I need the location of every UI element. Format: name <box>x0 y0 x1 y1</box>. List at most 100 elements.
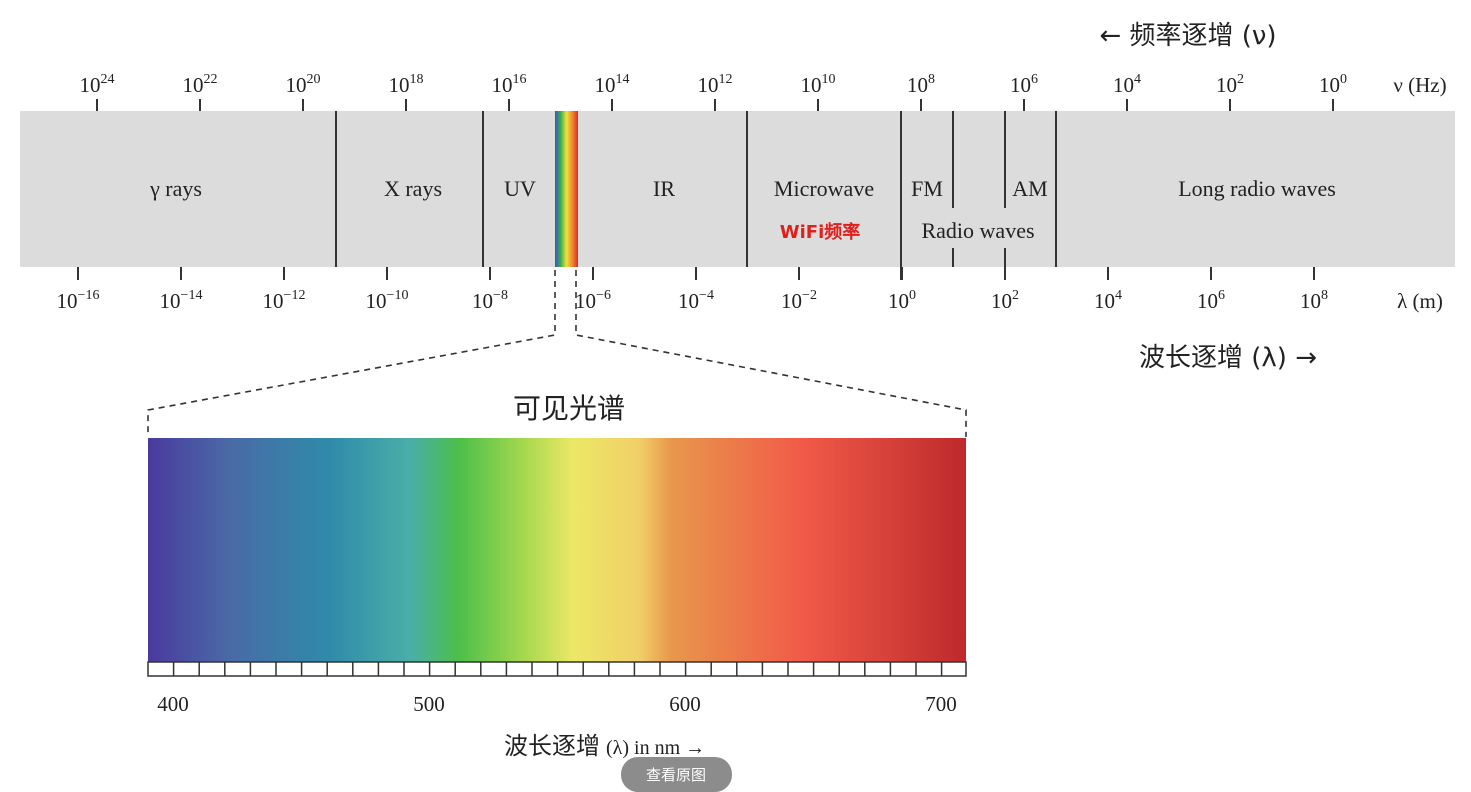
tick-base: 10 <box>57 289 78 313</box>
tick-label: 10−2 <box>781 288 817 313</box>
visible-spectrum <box>148 438 966 662</box>
band-label: IR <box>653 176 675 201</box>
tick-base: 10 <box>1113 73 1134 97</box>
tick-label: 10−4 <box>678 288 714 313</box>
visible-title: 可见光谱 <box>513 392 625 425</box>
view-original-button[interactable]: 查看原图 <box>621 757 732 792</box>
tick-label: 1024 <box>80 72 115 97</box>
tick-exponent: 2 <box>1012 288 1019 303</box>
band-label: UV <box>504 176 536 201</box>
visible-strip <box>555 111 578 267</box>
band-label: FM <box>911 176 943 201</box>
tick-label: 1014 <box>595 72 630 97</box>
tick-exponent: 4 <box>1115 288 1122 303</box>
tick-exponent: −4 <box>699 288 714 303</box>
tick-exponent: 10 <box>822 72 836 87</box>
tick-label: 1010 <box>801 72 836 97</box>
tick-base: 10 <box>595 73 616 97</box>
tick-label: 1012 <box>698 72 733 97</box>
tick-exponent: 6 <box>1218 288 1225 303</box>
tick-label: 1016 <box>492 72 527 97</box>
tick-exponent: 22 <box>204 72 218 87</box>
tick-exponent: 24 <box>101 72 115 87</box>
band-label: AM <box>1012 176 1047 201</box>
tick-label: 10−6 <box>575 288 611 313</box>
tick-exponent: 14 <box>616 72 630 87</box>
tick-base: 10 <box>1319 73 1340 97</box>
wifi-label: WiFi频率 <box>780 221 861 243</box>
tick-label: 100 <box>888 288 916 313</box>
tick-label: 10−8 <box>472 288 508 313</box>
tick-base: 10 <box>1216 73 1237 97</box>
spectrum-band <box>20 111 1455 267</box>
band-label: γ rays <box>149 176 202 201</box>
tick-base: 10 <box>183 73 204 97</box>
scale-label: 600 <box>669 692 701 716</box>
visible-axis-label: 波长逐增 <box>504 732 600 760</box>
tick-label: 10−16 <box>57 288 100 313</box>
tick-exponent: 8 <box>1321 288 1328 303</box>
scale-label: 400 <box>157 692 189 716</box>
tick-exponent: 0 <box>909 288 916 303</box>
tick-label: 108 <box>907 72 935 97</box>
wavelength-direction: 波长逐增 (λ) → <box>1139 343 1317 373</box>
frequency-unit: ν (Hz) <box>1393 73 1446 97</box>
tick-base: 10 <box>781 289 802 313</box>
tick-base: 10 <box>472 289 493 313</box>
tick-exponent: 2 <box>1237 72 1244 87</box>
zoom-lines <box>147 270 967 437</box>
tick-exponent: 18 <box>410 72 424 87</box>
tick-base: 10 <box>907 73 928 97</box>
tick-base: 10 <box>678 289 699 313</box>
tick-exponent: 6 <box>1031 72 1038 87</box>
tick-base: 10 <box>389 73 410 97</box>
band-label: Long radio waves <box>1178 176 1336 201</box>
tick-label: 106 <box>1010 72 1038 97</box>
tick-label: 1018 <box>389 72 424 97</box>
button-bg[interactable] <box>621 757 732 792</box>
tick-exponent: 0 <box>1340 72 1347 87</box>
tick-label: 102 <box>991 288 1019 313</box>
tick-label: 102 <box>1216 72 1244 97</box>
tick-base: 10 <box>492 73 513 97</box>
tick-base: 10 <box>160 289 181 313</box>
scale-label: 500 <box>413 692 445 716</box>
tick-exponent: 4 <box>1134 72 1141 87</box>
band-label: X rays <box>384 176 442 201</box>
scale-ruler <box>147 661 967 677</box>
tick-exponent: −16 <box>78 288 100 303</box>
visible-axis-unit: (λ) in nm → <box>606 737 705 759</box>
tick-label: 10−12 <box>263 288 306 313</box>
band-label: Microwave <box>774 176 874 201</box>
scale-label: 700 <box>925 692 957 716</box>
tick-label: 104 <box>1113 72 1141 97</box>
tick-exponent: −14 <box>181 288 203 303</box>
tick-label: 100 <box>1319 72 1347 97</box>
tick-exponent: 12 <box>719 72 733 87</box>
tick-label: 106 <box>1197 288 1225 313</box>
tick-label: 10−10 <box>366 288 409 313</box>
tick-base: 10 <box>1300 289 1321 313</box>
frequency-direction: ← 频率逐增 (ν) <box>1099 21 1276 51</box>
tick-base: 10 <box>698 73 719 97</box>
tick-exponent: −2 <box>802 288 817 303</box>
tick-base: 10 <box>575 289 596 313</box>
tick-exponent: 8 <box>928 72 935 87</box>
tick-label: 1022 <box>183 72 218 97</box>
tick-exponent: 20 <box>307 72 321 87</box>
tick-exponent: −8 <box>493 288 508 303</box>
tick-exponent: −6 <box>596 288 611 303</box>
tick-base: 10 <box>801 73 822 97</box>
band-dividers <box>335 111 1057 280</box>
tick-exponent: −12 <box>284 288 306 303</box>
tick-exponent: 16 <box>513 72 527 87</box>
tick-base: 10 <box>991 289 1012 313</box>
band-label: Radio waves <box>921 218 1034 243</box>
tick-base: 10 <box>1094 289 1115 313</box>
tick-base: 10 <box>888 289 909 313</box>
tick-base: 10 <box>263 289 284 313</box>
button-label[interactable]: 查看原图 <box>646 766 706 784</box>
tick-base: 10 <box>366 289 387 313</box>
tick-base: 10 <box>286 73 307 97</box>
